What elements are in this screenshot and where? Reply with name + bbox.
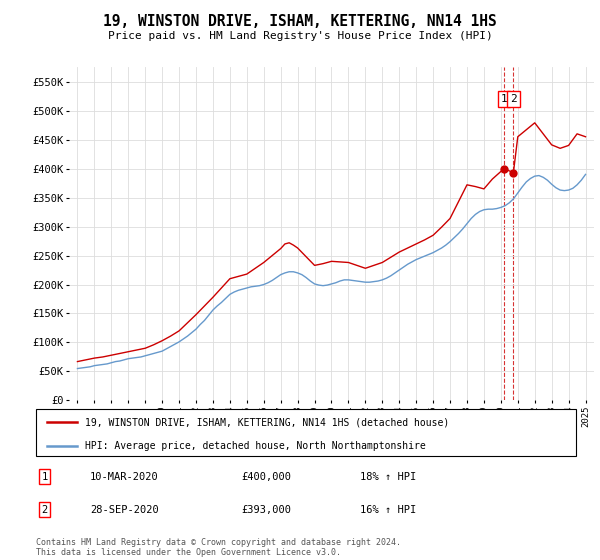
- Text: 18% ↑ HPI: 18% ↑ HPI: [360, 472, 416, 482]
- Text: 19, WINSTON DRIVE, ISHAM, KETTERING, NN14 1HS (detached house): 19, WINSTON DRIVE, ISHAM, KETTERING, NN1…: [85, 417, 449, 427]
- Text: Price paid vs. HM Land Registry's House Price Index (HPI): Price paid vs. HM Land Registry's House …: [107, 31, 493, 41]
- Text: HPI: Average price, detached house, North Northamptonshire: HPI: Average price, detached house, Nort…: [85, 441, 425, 451]
- Text: Contains HM Land Registry data © Crown copyright and database right 2024.
This d: Contains HM Land Registry data © Crown c…: [36, 538, 401, 557]
- Text: £400,000: £400,000: [241, 472, 291, 482]
- Text: 16% ↑ HPI: 16% ↑ HPI: [360, 505, 416, 515]
- Text: 28-SEP-2020: 28-SEP-2020: [90, 505, 159, 515]
- Text: 1: 1: [41, 472, 47, 482]
- Text: £393,000: £393,000: [241, 505, 291, 515]
- Text: 1: 1: [500, 94, 508, 104]
- Text: 10-MAR-2020: 10-MAR-2020: [90, 472, 159, 482]
- Text: 2: 2: [41, 505, 47, 515]
- Text: 2: 2: [510, 94, 517, 104]
- Text: 19, WINSTON DRIVE, ISHAM, KETTERING, NN14 1HS: 19, WINSTON DRIVE, ISHAM, KETTERING, NN1…: [103, 14, 497, 29]
